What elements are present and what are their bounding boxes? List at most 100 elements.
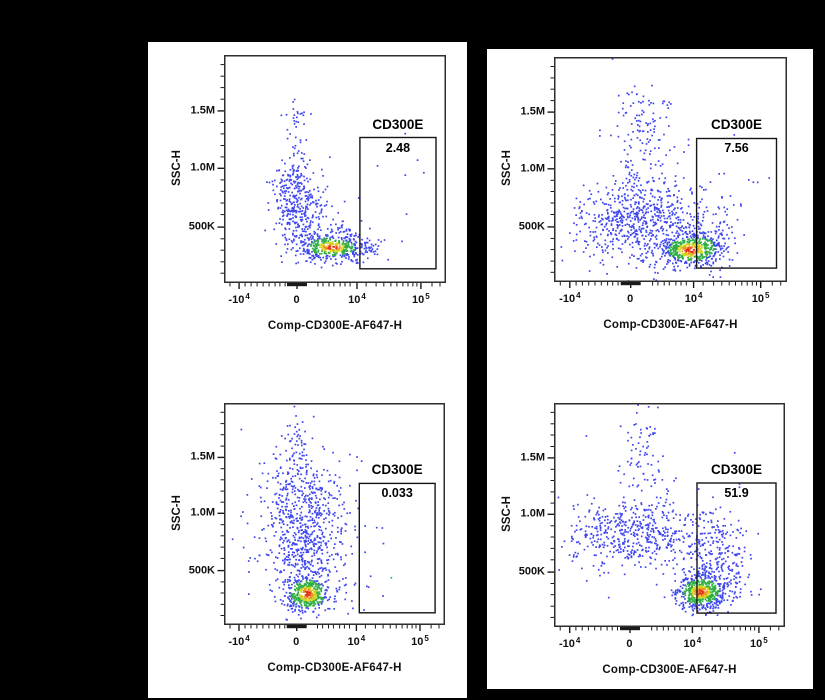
x-axis-title: Comp-CD300E-AF647-H <box>602 664 737 676</box>
plot-frame <box>554 57 787 282</box>
x-tick-exponent: 4 <box>360 634 366 643</box>
x-axis-title: Comp-CD300E-AF647-H <box>267 662 402 674</box>
x-tick-label: 0 <box>293 635 300 648</box>
scatter-canvas <box>212 391 457 637</box>
y-tick-label: 500K <box>518 220 545 233</box>
x-tick-label: -104 <box>228 635 249 648</box>
y-tick-label: 1.0M <box>520 162 545 175</box>
x-tick-base: 0 <box>293 294 300 306</box>
scatter-canvas <box>542 45 799 294</box>
x-tick-base: -10 <box>559 293 576 305</box>
x-tick-exponent: 4 <box>696 636 702 645</box>
x-tick-label: 105 <box>412 293 430 306</box>
scatter-svg <box>547 57 787 288</box>
x-tick-label: 105 <box>752 292 770 305</box>
y-tick-label: 1.0M <box>190 161 215 174</box>
x-tick-label: -104 <box>559 292 580 305</box>
y-tick-label: 500K <box>188 564 215 577</box>
x-tick-exponent: 5 <box>425 292 430 301</box>
plot-frame <box>224 403 445 625</box>
x-tick-base: 0 <box>627 293 634 305</box>
plot-frame <box>224 55 446 283</box>
x-tick-exponent: 5 <box>763 636 768 645</box>
x-tick-label: 0 <box>627 292 634 305</box>
flow-plot-bottom-left: 1.5M 1.0M 500K SSC-H -104 0 104 105 Comp… <box>171 403 445 674</box>
gate-box <box>358 482 436 614</box>
y-tick-label: 1.0M <box>190 506 215 519</box>
axis-ticks <box>217 64 441 289</box>
scatter-svg <box>547 403 785 633</box>
x-tick-label: 104 <box>685 292 703 305</box>
x-tick-base: 0 <box>626 638 633 650</box>
x-tick-base: 10 <box>750 638 763 650</box>
flow-plot-bottom-right: 1.5M 1.0M 500K SSC-H -104 0 104 105 Comp… <box>501 403 785 676</box>
gate-percentage: 0.033 <box>381 486 413 501</box>
axis-ticks <box>217 411 440 631</box>
x-tick-exponent: 5 <box>765 291 770 300</box>
gate-label: CD300E <box>371 462 423 478</box>
panel-right <box>487 49 813 689</box>
y-axis-title: SSC-H <box>171 149 183 186</box>
x-tick-label: 0 <box>293 293 300 306</box>
x-tick-base: 10 <box>348 294 361 306</box>
y-tick-label: 500K <box>518 565 545 578</box>
x-axis-title: Comp-CD300E-AF647-H <box>267 320 403 332</box>
axis-ticks <box>547 66 782 288</box>
x-tick-exponent: 5 <box>424 634 429 643</box>
scatter-dots <box>231 405 393 621</box>
x-tick-label: 104 <box>348 293 366 306</box>
scatter-dots <box>560 58 771 282</box>
flow-plot-top-right: 1.5M 1.0M 500K SSC-H -104 0 104 105 Comp… <box>501 57 787 331</box>
y-tick-label: 500K <box>188 220 215 233</box>
x-tick-label: 104 <box>684 637 702 650</box>
x-tick-base: 10 <box>411 636 424 648</box>
plot-frame <box>554 403 785 627</box>
gate-label: CD300E <box>710 461 762 477</box>
x-tick-label: -104 <box>559 637 580 650</box>
x-tick-base: 0 <box>293 636 300 648</box>
scatter-canvas <box>542 391 797 639</box>
gate-box <box>696 482 777 614</box>
x-tick-base: -10 <box>559 638 575 650</box>
x-tick-exponent: 4 <box>245 634 250 643</box>
scatter-dots <box>264 98 425 269</box>
x-tick-base: 10 <box>683 638 696 650</box>
gate-box <box>359 136 437 270</box>
y-axis-title: SSC-H <box>501 495 513 532</box>
gate-percentage: 2.48 <box>385 140 411 155</box>
y-tick-label: 1.5M <box>190 450 215 463</box>
x-tick-base: -10 <box>228 294 245 306</box>
x-tick-label: -104 <box>228 293 249 306</box>
x-tick-exponent: 4 <box>697 291 703 300</box>
x-tick-exponent: 4 <box>245 292 250 301</box>
x-tick-label: 104 <box>348 635 366 648</box>
axis-ticks <box>547 411 780 633</box>
y-tick-label: 1.5M <box>520 451 545 464</box>
scatter-svg <box>217 403 445 631</box>
gate-label: CD300E <box>372 116 424 132</box>
x-tick-base: 10 <box>347 636 360 648</box>
flow-plot-top-left: 1.5M 1.0M 500K SSC-H -104 0 104 105 Comp… <box>171 55 446 332</box>
y-tick-label: 1.0M <box>520 507 545 520</box>
y-axis-title: SSC-H <box>501 150 513 187</box>
gate-percentage: 51.9 <box>724 485 749 500</box>
x-tick-exponent: 4 <box>576 291 581 300</box>
y-axis-title: SSC-H <box>171 494 183 531</box>
x-tick-base: 10 <box>412 294 425 306</box>
x-tick-base: -10 <box>228 636 245 648</box>
scatter-svg <box>217 55 446 289</box>
y-tick-label: 1.5M <box>190 104 215 117</box>
x-tick-exponent: 4 <box>575 636 581 645</box>
x-tick-label: 105 <box>411 635 429 648</box>
x-tick-exponent: 4 <box>361 292 366 301</box>
gate-percentage: 7.56 <box>724 141 749 156</box>
gate-box <box>695 137 778 269</box>
x-tick-base: 10 <box>751 293 765 305</box>
x-tick-label: 105 <box>750 637 768 650</box>
scatter-dots <box>557 404 762 617</box>
gate-label: CD300E <box>711 117 763 133</box>
y-tick-label: 1.5M <box>520 105 545 118</box>
x-tick-label: 0 <box>626 637 633 650</box>
x-axis-title: Comp-CD300E-AF647-H <box>603 319 738 331</box>
